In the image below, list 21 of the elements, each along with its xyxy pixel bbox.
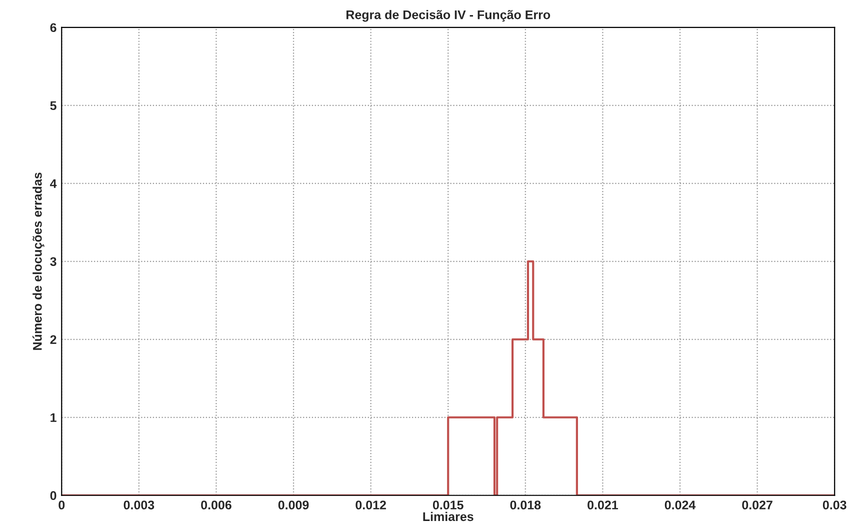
y-tick-label: 1 — [50, 413, 56, 422]
x-tick-label: 0.027 — [742, 500, 772, 510]
x-tick-label: 0.006 — [201, 500, 232, 510]
x-tick-label: 0.021 — [588, 500, 618, 510]
x-tick-label: 0.024 — [664, 500, 696, 510]
x-tick-label: 0.018 — [510, 500, 541, 510]
y-tick-label: 4 — [50, 179, 57, 188]
x-axis-title: Limiares — [423, 512, 474, 522]
x-tick-label: 0.003 — [124, 500, 154, 510]
x-tick-label: 0 — [58, 500, 65, 510]
y-tick-label: 5 — [50, 101, 56, 110]
y-axis-title: Número de elocuções erradas — [32, 172, 44, 350]
x-tick-label: 0.009 — [278, 500, 309, 510]
y-tick-label: 6 — [50, 23, 56, 32]
y-tick-label: 0 — [50, 491, 56, 500]
x-tick-label: 0.015 — [432, 500, 464, 510]
chart-title: Regra de Decisão IV - Função Erro — [346, 10, 550, 22]
y-tick-label: 2 — [50, 335, 56, 344]
x-tick-label: 0.03 — [822, 500, 846, 510]
x-tick-label: 0.012 — [356, 500, 386, 510]
y-tick-label: 3 — [50, 257, 56, 266]
